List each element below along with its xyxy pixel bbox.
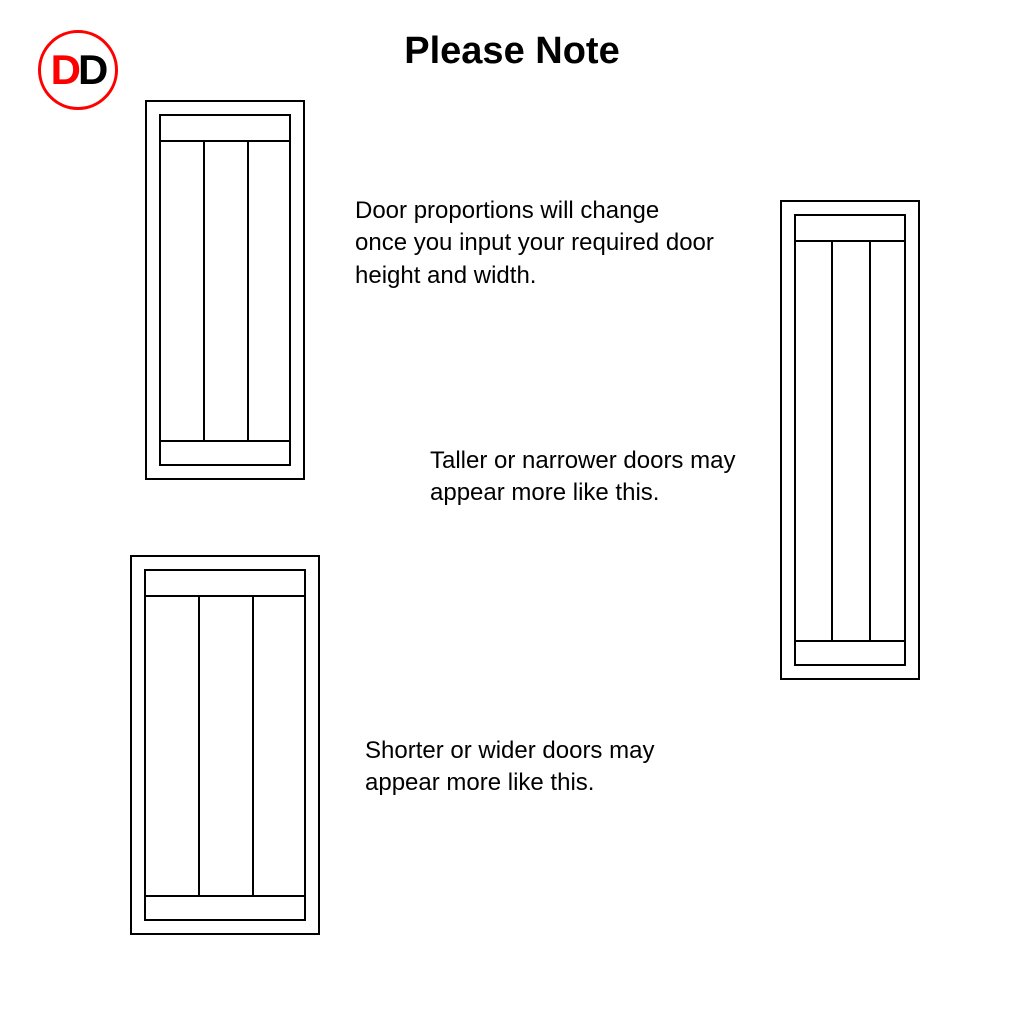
door-top-left <box>145 100 305 480</box>
door-top-rail <box>794 240 906 242</box>
dd-logo: DD <box>38 30 118 110</box>
door-bottom-rail <box>159 440 291 442</box>
door-bottom-rail <box>144 895 306 897</box>
caption-taller-narrower: Taller or narrower doors may appear more… <box>430 445 770 510</box>
door-vertical-stile <box>247 140 249 440</box>
caption-shorter-wider: Shorter or wider doors may appear more l… <box>365 735 725 800</box>
door-inner-panel <box>794 214 906 666</box>
door-vertical-stile <box>869 240 871 640</box>
page-title: Please Note <box>0 30 1024 73</box>
logo-letter-d-black: D <box>78 46 105 94</box>
door-vertical-stile <box>252 595 254 895</box>
door-inner-panel <box>159 114 291 466</box>
door-bottom-left <box>130 555 320 935</box>
door-right <box>780 200 920 680</box>
door-bottom-rail <box>794 640 906 642</box>
logo-letter-d-red: D <box>51 46 78 94</box>
door-vertical-stile <box>203 140 205 440</box>
door-top-rail <box>159 140 291 142</box>
door-vertical-stile <box>198 595 200 895</box>
door-vertical-stile <box>831 240 833 640</box>
door-inner-panel <box>144 569 306 921</box>
caption-proportions: Door proportions will change once you in… <box>355 195 715 292</box>
door-top-rail <box>144 595 306 597</box>
